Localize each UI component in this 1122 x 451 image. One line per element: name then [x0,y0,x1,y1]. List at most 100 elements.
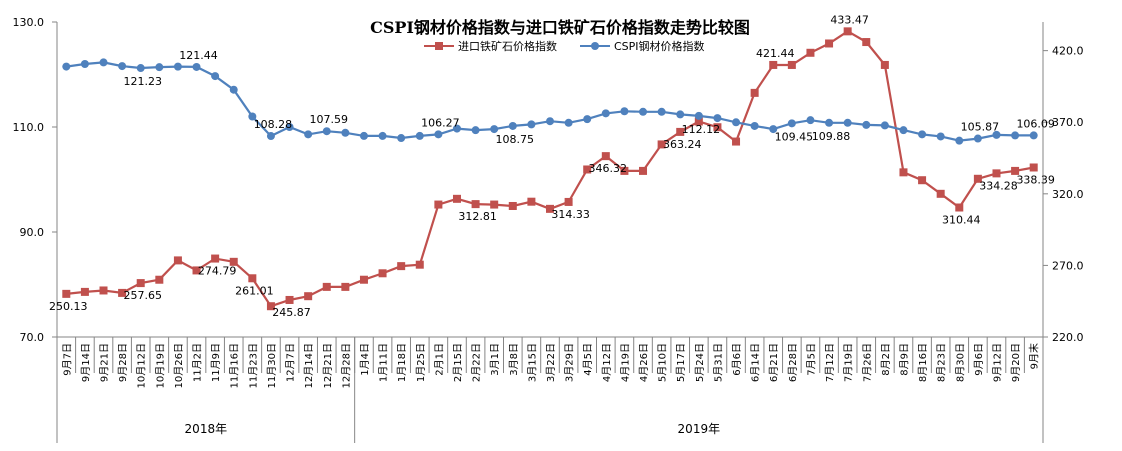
x-tick-label: 11月9日 [210,343,222,382]
ore-point [657,140,666,149]
cspi-point [732,118,741,127]
cspi-point [936,132,945,141]
x-tick-label: 9月末 [1028,343,1041,369]
ore-data-label: 334.28 [979,179,1018,192]
ore-point [508,201,517,210]
ore-point [750,88,759,97]
x-tick-label: 1月11日 [378,343,390,382]
ore-point [694,117,703,126]
x-tick-label: 1月4日 [359,343,371,376]
right-tick-label: 320.0 [1052,188,1084,201]
right-tick-label: 220.0 [1052,331,1084,344]
cspi-point [118,62,127,71]
x-tick-label: 11月2日 [192,343,204,382]
cspi-point [750,121,759,130]
ore-point [490,200,499,209]
x-tick-label: 7月19日 [843,343,855,382]
x-tick-label: 4月19日 [619,343,631,382]
cspi-point [415,131,424,140]
cspi-point [880,121,889,130]
cspi-data-label: 109.45 [775,130,814,143]
cspi-data-label: 121.23 [123,75,162,88]
legend: 进口铁矿石价格指数 CSPI钢材价格指数 [424,39,705,53]
cspi-point [843,118,852,127]
x-tick-label: 3月22日 [545,343,557,382]
x-tick-label: 12月21日 [322,343,334,388]
ore-point [825,39,834,48]
cspi-data-label: 106.27 [421,116,460,129]
ore-point [434,200,443,209]
x-tick-label: 7月26日 [861,343,873,382]
cspi-point [899,126,908,135]
cspi-point [713,114,722,123]
x-tick-label: 9月6日 [973,343,985,376]
ore-data-label: 346.32 [589,162,628,175]
ore-point [955,203,964,212]
ore-point [99,286,108,295]
cspi-point [639,107,648,116]
ore-data-label: 250.13 [49,300,88,313]
ore-point [471,200,480,209]
ore-point [1011,166,1020,175]
cspi-data-label: 112.12 [682,123,721,136]
ore-point [583,165,592,174]
cspi-point [99,58,108,67]
ore-data-label: 274.79 [198,265,237,278]
x-tick-label: 8月23日 [936,343,948,382]
ore-point [173,256,182,265]
ore-point [918,176,927,185]
x-tick-label: 3月29日 [564,343,576,382]
ore-point [155,275,164,284]
ore-point [192,266,201,275]
ore-point [843,27,852,36]
cspi-data-label: 121.44 [179,49,218,62]
ore-point [136,279,145,288]
ore-point [1029,163,1038,172]
x-tick-label: 1月25日 [415,343,427,382]
x-tick-label: 6月21日 [768,343,780,382]
cspi-point [62,62,71,71]
cspi-point [1011,131,1020,140]
ore-data-label: 338.39 [1016,173,1055,186]
plot-area [62,27,1038,311]
cspi-data-label: 105.87 [961,121,1000,134]
ore-point [936,189,945,198]
cspi-point [285,123,294,131]
cspi-point [211,72,220,81]
x-tick-label: 12月28日 [340,343,352,388]
x-tick-label: 4月26日 [638,343,650,382]
ore-point [62,289,71,298]
ore-point [397,262,406,271]
ore-point [620,166,629,175]
ore-data-label: 433.47 [830,13,869,26]
cspi-data-label: 108.75 [496,133,535,146]
legend-ore-marker [435,42,443,50]
ore-point [359,275,368,284]
ore-point [992,169,1001,178]
cspi-point [434,130,443,139]
data-labels: 250.13 257.65 121.23 121.44 274.79 261.01 108.… [49,13,1055,319]
cspi-point [564,118,573,127]
x-tick-label: 5月24日 [694,343,706,382]
cspi-point [266,132,275,141]
cspi-point [620,107,629,116]
x-tick-label: 8月9日 [898,343,910,376]
cspi-data-label: 107.59 [310,113,349,126]
ore-data-label: 257.65 [123,289,162,302]
cspi-point [378,131,387,140]
cspi-point [694,111,703,120]
cspi-point [136,64,145,73]
ore-point [452,194,461,203]
x-tick-label: 7月12日 [824,343,836,382]
left-tick-label: 70.0 [20,331,45,344]
x-tick-label: 9月28日 [117,343,129,382]
ore-data-label: 245.87 [272,306,311,319]
cspi-point [787,119,796,128]
x-tick-label: 3月1日 [489,343,501,376]
legend-item-cspi: CSPI钢材价格指数 [580,39,705,53]
x-tick-label: 2月15日 [452,343,464,382]
ore-point [285,295,294,304]
x-tick-label: 9月20日 [1010,343,1022,382]
right-tick-label: 420.0 [1052,45,1084,58]
cspi-point [508,121,517,130]
